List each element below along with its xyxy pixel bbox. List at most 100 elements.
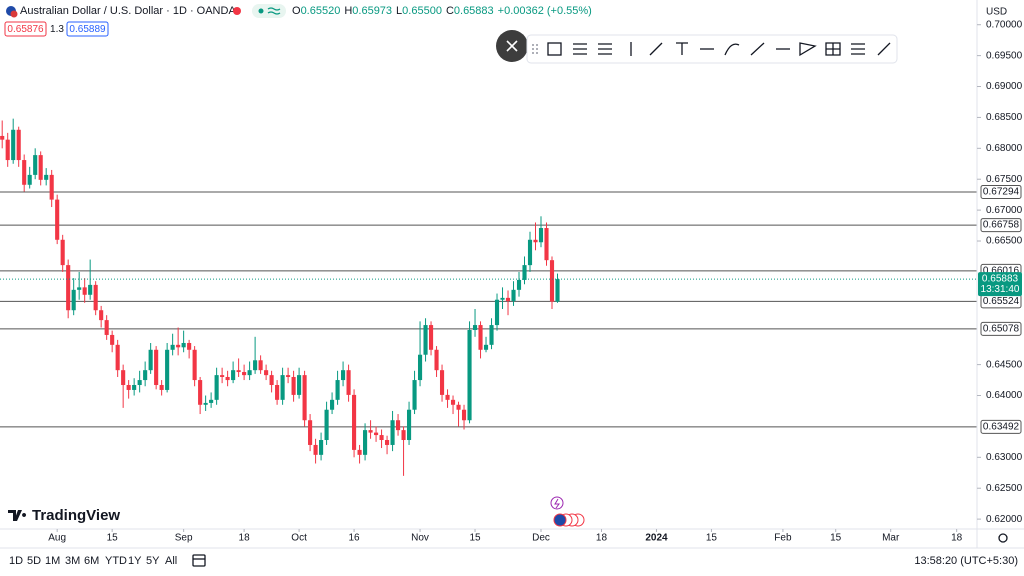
- candle-body: [286, 375, 291, 377]
- y-tick-label: 0.68500: [986, 112, 1023, 123]
- candle-body: [467, 330, 472, 421]
- candle-body: [154, 349, 159, 386]
- drawing-toolbar: [496, 30, 898, 64]
- candle-body: [115, 344, 120, 371]
- y-tick-label: 0.63000: [986, 452, 1023, 463]
- calendar-icon[interactable]: [192, 554, 206, 567]
- candle-body: [66, 265, 71, 311]
- x-tick-label: 16: [349, 533, 361, 544]
- range-button[interactable]: 1M: [45, 555, 60, 567]
- candle-body: [137, 380, 142, 386]
- range-button[interactable]: 1D: [9, 555, 23, 567]
- close-icon: [506, 40, 518, 52]
- y-tick-label: 0.69500: [986, 50, 1023, 61]
- tool-lines[interactable]: [851, 43, 865, 55]
- candle-body: [132, 385, 137, 390]
- settings-icon[interactable]: [998, 533, 1008, 543]
- candle-body: [126, 385, 131, 390]
- range-button[interactable]: 6M: [84, 555, 99, 567]
- candle-body: [434, 349, 439, 371]
- candle-body: [181, 342, 186, 348]
- y-tick-label: 0.64500: [986, 359, 1023, 370]
- range-button[interactable]: 1Y: [128, 555, 142, 567]
- candle-body: [38, 155, 43, 180]
- candle-body: [148, 349, 153, 371]
- candle-body: [33, 155, 38, 175]
- candle-body: [538, 228, 544, 243]
- candle-body: [428, 325, 434, 350]
- candle-body: [445, 394, 450, 400]
- candle-body: [555, 279, 560, 302]
- buy-box[interactable]: [66, 21, 109, 37]
- range-button[interactable]: 5Y: [146, 555, 160, 567]
- tool-grid[interactable]: [825, 42, 841, 56]
- candle-body: [44, 174, 49, 180]
- tool-curve[interactable]: [724, 43, 740, 56]
- candle-body: [110, 334, 115, 345]
- tool-ray[interactable]: [750, 42, 765, 56]
- level-label: 0.65078: [983, 324, 1020, 335]
- candle-body: [483, 344, 489, 350]
- candle-body: [500, 297, 505, 300]
- indicator-dot: [258, 8, 264, 14]
- candle-body: [5, 139, 10, 161]
- level-label-box: [980, 419, 1022, 434]
- tool-arrow[interactable]: [799, 42, 817, 57]
- x-tick-label: 15: [830, 533, 842, 544]
- candle-body: [253, 360, 258, 371]
- plot-area: [0, 118, 977, 476]
- candle-body: [308, 420, 313, 445]
- candle-body: [220, 375, 225, 377]
- range-button[interactable]: YTD: [105, 555, 127, 567]
- sell-box[interactable]: [4, 21, 47, 37]
- x-tick-label: Sep: [175, 533, 193, 544]
- event-flag[interactable]: [553, 513, 567, 527]
- x-tick-label: Oct: [291, 533, 307, 544]
- x-tick-label: 2024: [645, 533, 668, 544]
- candle-body: [489, 325, 494, 345]
- candle-body: [319, 440, 324, 455]
- x-tick-label: 15: [107, 533, 119, 544]
- indicator-pill[interactable]: [252, 4, 286, 18]
- candle-body: [439, 370, 445, 395]
- spread: 1.3: [50, 24, 64, 35]
- range-button[interactable]: 3M: [65, 555, 80, 567]
- candle-body: [170, 344, 175, 350]
- level-label: 0.67294: [983, 187, 1020, 198]
- range-button[interactable]: All: [165, 555, 177, 567]
- candle-body: [417, 354, 423, 381]
- ohlc-value: 0.65500: [402, 5, 442, 17]
- candle-body: [544, 228, 549, 261]
- candle-body: [176, 344, 181, 348]
- candle-body: [71, 289, 76, 311]
- y-tick-label: 0.68000: [986, 143, 1023, 154]
- candle-body: [527, 239, 533, 266]
- candle-body: [478, 325, 483, 350]
- tool-path[interactable]: [877, 42, 891, 56]
- candle-body: [352, 394, 357, 450]
- tool-text[interactable]: [676, 42, 688, 55]
- y-tick-label: 0.64000: [986, 390, 1023, 401]
- tool-rectangle[interactable]: [547, 42, 562, 56]
- clock[interactable]: 13:58:20 (UTC+5:30): [914, 555, 1018, 567]
- currency[interactable]: USD: [986, 7, 1007, 18]
- candle-body: [247, 370, 252, 376]
- x-tick-label: 18: [596, 533, 608, 544]
- candle-body: [324, 409, 329, 441]
- candle-body: [55, 199, 60, 240]
- candle-body: [379, 435, 384, 441]
- candle-body: [395, 420, 401, 431]
- range-button[interactable]: 5D: [27, 555, 41, 567]
- level-label-box: [980, 184, 1022, 199]
- candle-body: [450, 399, 456, 405]
- ohlc-value: 0.65883: [454, 5, 494, 17]
- candle-body: [368, 430, 373, 433]
- tool-channel[interactable]: [573, 43, 587, 55]
- event-icon[interactable]: [550, 496, 564, 510]
- candle-body: [49, 174, 54, 200]
- tool-levels[interactable]: [598, 43, 612, 55]
- tool-trendline[interactable]: [649, 42, 663, 56]
- candle-body: [236, 370, 241, 373]
- bottom-bar: 13:58:20 (UTC+5:30) 1D 5D 1M 3M 6M YTD 1Y 5Y All: [9, 554, 1018, 567]
- candle-body: [121, 370, 126, 386]
